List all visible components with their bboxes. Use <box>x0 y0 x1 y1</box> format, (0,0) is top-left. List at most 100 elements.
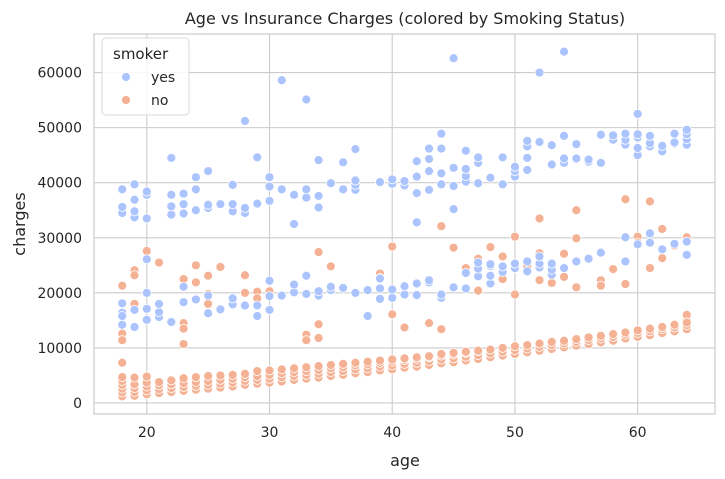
point-yes <box>117 311 128 321</box>
point-no <box>117 372 128 383</box>
x-tick-label: 30 <box>261 425 279 441</box>
point-yes <box>252 311 263 321</box>
point-yes <box>325 178 336 189</box>
point-yes <box>436 128 447 139</box>
point-yes <box>387 284 398 295</box>
point-no <box>313 319 324 330</box>
point-no <box>154 257 164 268</box>
point-yes <box>227 179 238 190</box>
point-yes <box>141 314 152 325</box>
point-no <box>608 264 619 275</box>
point-yes <box>411 188 422 199</box>
point-no <box>313 333 324 343</box>
point-no <box>350 357 361 368</box>
point-no <box>240 270 250 281</box>
point-yes <box>632 143 643 153</box>
point-yes <box>424 166 434 177</box>
point-no <box>571 282 582 293</box>
point-yes <box>411 290 422 300</box>
point-no <box>620 327 631 338</box>
point-yes <box>166 201 177 212</box>
y-axis-ticks: 0 10000 20000 30000 40000 50000 60000 <box>37 66 82 412</box>
point-yes <box>264 291 275 302</box>
point-no <box>325 360 336 370</box>
point-yes <box>399 176 410 186</box>
point-yes <box>350 287 361 298</box>
point-yes <box>411 217 422 228</box>
point-yes <box>460 283 471 294</box>
y-tick-label: 50000 <box>37 121 82 137</box>
point-yes <box>276 290 287 301</box>
point-yes <box>264 305 275 315</box>
point-no <box>338 358 349 369</box>
point-yes <box>522 153 533 163</box>
point-no <box>424 318 434 329</box>
point-no <box>436 221 447 232</box>
point-no <box>620 279 631 289</box>
point-yes <box>141 254 152 265</box>
point-no <box>436 324 447 335</box>
point-yes <box>522 135 533 146</box>
point-no <box>399 353 410 364</box>
point-no <box>166 375 177 386</box>
point-no <box>313 361 324 371</box>
point-yes <box>669 238 680 249</box>
point-no <box>375 355 385 366</box>
point-no <box>129 270 140 281</box>
point-yes <box>424 275 434 286</box>
plot-area <box>93 33 716 415</box>
point-yes <box>522 256 533 267</box>
point-yes <box>595 157 606 168</box>
point-yes <box>522 165 533 175</box>
point-yes <box>595 129 606 140</box>
point-yes <box>448 282 459 293</box>
point-no <box>313 247 324 257</box>
point-yes <box>154 307 164 318</box>
point-yes <box>681 249 692 260</box>
point-yes <box>657 244 668 255</box>
point-yes <box>141 186 152 197</box>
point-yes <box>117 298 128 309</box>
point-yes <box>301 184 312 195</box>
point-no <box>141 246 152 256</box>
point-no <box>681 317 692 328</box>
point-yes <box>276 184 287 195</box>
point-yes <box>264 172 275 183</box>
point-yes <box>620 256 631 267</box>
point-no <box>190 277 201 288</box>
point-no <box>215 262 226 272</box>
point-yes <box>264 275 275 286</box>
point-no <box>289 363 299 374</box>
point-yes <box>350 144 361 155</box>
point-no <box>252 366 263 376</box>
point-no <box>645 263 655 273</box>
point-yes <box>669 137 680 148</box>
point-yes <box>460 145 471 156</box>
point-no <box>203 371 214 381</box>
point-yes <box>608 130 619 141</box>
point-yes <box>141 213 152 224</box>
point-yes <box>497 179 508 190</box>
point-yes <box>559 46 569 57</box>
point-no <box>583 332 594 343</box>
point-yes <box>190 294 201 305</box>
point-yes <box>166 189 177 200</box>
point-yes <box>203 199 214 210</box>
point-yes <box>620 128 631 139</box>
point-no <box>141 371 152 382</box>
point-yes <box>154 298 164 309</box>
point-yes <box>583 253 594 264</box>
point-no <box>301 335 312 346</box>
point-no <box>227 369 238 380</box>
legend-title: smoker <box>113 45 169 63</box>
point-no <box>657 253 668 264</box>
point-yes <box>129 179 140 190</box>
point-yes <box>375 177 385 188</box>
point-no <box>436 349 447 359</box>
point-yes <box>485 172 496 183</box>
point-yes <box>215 304 226 315</box>
point-yes <box>203 166 214 177</box>
point-yes <box>117 319 128 330</box>
point-no <box>595 330 606 341</box>
